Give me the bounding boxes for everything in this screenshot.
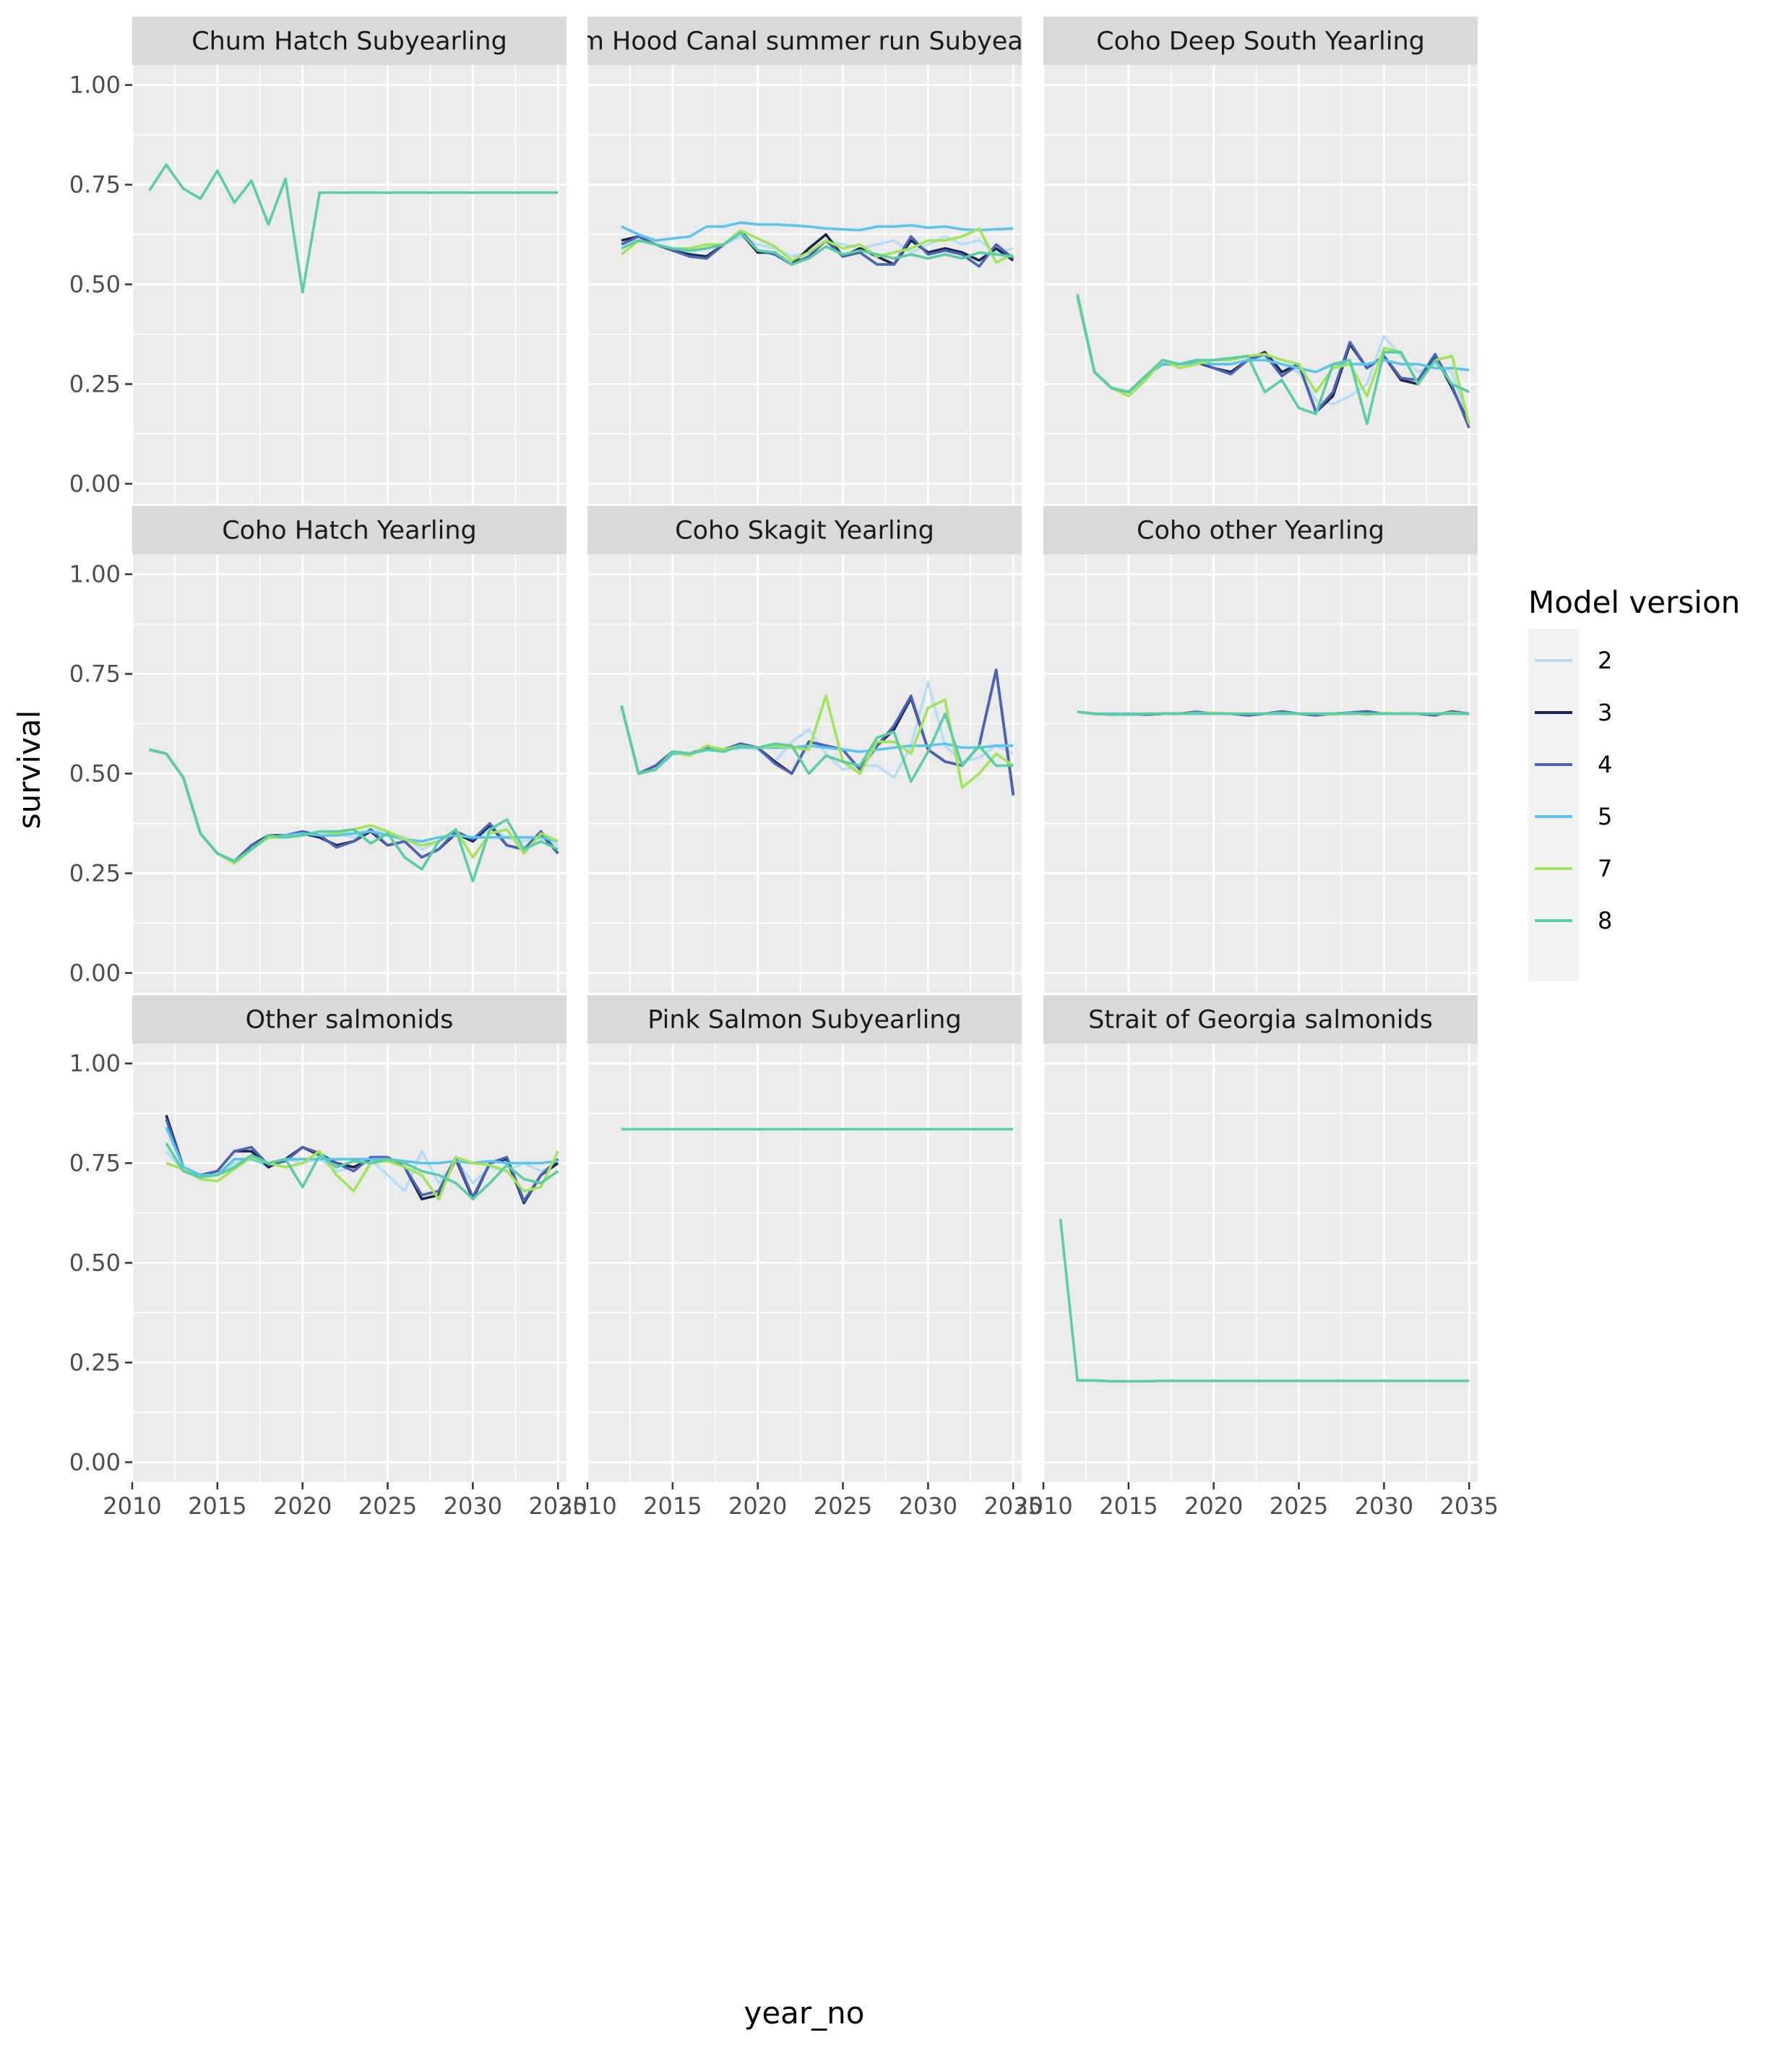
facet-panel: Other salmonids 0.00 0.25 0.50 0.75 1.00 2010 2…: [69, 995, 587, 1520]
series-line-4: [621, 229, 1015, 268]
legend-keys: 2 3 4 5 7 8: [1528, 629, 1612, 981]
series-line-8: [1076, 293, 1470, 426]
x-tick-label: 2025: [1270, 1492, 1328, 1520]
facet-strip: [1043, 506, 1478, 554]
panels-layer: Chum Hatch Subyearling 0.00 0.25 0.50 0.75 1.…: [69, 17, 1499, 1520]
legend-key-background: [1528, 629, 1579, 981]
facet-title: Coho other Yearling: [1137, 517, 1384, 546]
facet-title: Other salmonids: [246, 1006, 454, 1035]
x-tick-label: 2010: [103, 1492, 161, 1520]
facet-strip: [132, 506, 567, 554]
facet-panel: Pink Salmon Subyearling 2010 2015 2020 2025 2…: [558, 995, 1043, 1520]
legend-label-7: 7: [1598, 855, 1612, 882]
x-tick-label: 2030: [899, 1492, 957, 1520]
x-tick-label: 2010: [558, 1492, 616, 1520]
series-line-7: [620, 694, 1015, 789]
x-tick-label: 2025: [358, 1492, 417, 1520]
legend-title: Model version: [1528, 585, 1740, 620]
facet-title: Chum Hood Canal summer run Subyearling: [530, 27, 1080, 56]
x-tick-label: 2035: [983, 1492, 1042, 1520]
y-tick-label: 0.25: [69, 1348, 121, 1376]
y-tick-label: 0.00: [69, 470, 121, 497]
legend: Model version 2 3 4 5 7 8: [1528, 585, 1740, 981]
series-line-7: [165, 1150, 559, 1200]
facet-panel: Chum Hatch Subyearling 0.00 0.25 0.50 0.75 1.…: [69, 17, 567, 504]
facet-panel: Coho Hatch Yearling 0.00 0.25 0.50 0.75 1.00: [69, 506, 567, 993]
y-tick-label: 0.00: [69, 1448, 121, 1476]
facet-panel: Coho other Yearling: [1042, 506, 1478, 993]
facet-strip: [1043, 17, 1478, 65]
x-tick-label: 2015: [643, 1492, 702, 1520]
y-tick-label: 0.25: [69, 859, 121, 887]
facet-panel: Coho Skagit Yearling: [586, 506, 1022, 993]
series-line-3: [621, 231, 1015, 266]
y-tick-label: 1.00: [69, 72, 121, 99]
y-tick-label: 1.00: [69, 561, 121, 588]
x-tick-label: 2035: [528, 1492, 587, 1520]
facet-title: Strait of Georgia salmonids: [1088, 1006, 1433, 1035]
y-tick-label: 0.00: [69, 959, 121, 986]
series-line-8: [148, 163, 559, 294]
series-line-8: [1077, 710, 1470, 716]
x-tick-label: 2030: [444, 1492, 502, 1520]
y-tick-label: 0.75: [69, 661, 121, 688]
facet-strip: [132, 17, 567, 65]
facet-strip: [587, 995, 1022, 1044]
series-line-8: [620, 705, 1014, 783]
series-line-8: [165, 1143, 559, 1200]
series-line-7: [620, 227, 1014, 264]
facet-title: Coho Deep South Yearling: [1096, 27, 1425, 56]
x-tick-label: 2035: [1439, 1492, 1498, 1520]
facet-title: Chum Hatch Subyearling: [191, 27, 507, 56]
facet-strip: [587, 506, 1022, 554]
legend-label-2: 2: [1598, 647, 1612, 674]
facet-strip: [132, 995, 567, 1044]
facet-strip: [1043, 995, 1478, 1044]
legend-label-5: 5: [1598, 803, 1612, 830]
facet-title: Pink Salmon Subyearling: [647, 1006, 961, 1035]
legend-label-8: 8: [1598, 907, 1612, 934]
y-tick-label: 0.50: [69, 1249, 121, 1277]
series-line-8: [1059, 1218, 1470, 1383]
x-tick-label: 2020: [728, 1492, 787, 1520]
facet-title: Coho Skagit Yearling: [675, 517, 934, 546]
series-line-8: [149, 748, 559, 883]
y-tick-label: 0.75: [69, 1150, 121, 1177]
facet-panel: Strait of Georgia salmonids 2010 2015 2020 2…: [1014, 995, 1499, 1520]
x-axis-title: year_no: [744, 1995, 864, 2031]
y-tick-label: 0.75: [69, 171, 121, 199]
facet-panel: Coho Deep South Yearling: [1042, 17, 1478, 504]
facet-panel: Chum Hood Canal summer run Subyearling: [530, 17, 1080, 504]
series-line-5: [165, 1127, 559, 1176]
y-tick-label: 0.50: [69, 271, 121, 298]
y-axis-title: survival: [12, 710, 47, 830]
x-tick-label: 2015: [188, 1492, 246, 1520]
facet-strip: [587, 17, 1022, 65]
legend-label-4: 4: [1598, 751, 1612, 778]
x-tick-label: 2025: [814, 1492, 872, 1520]
series-line-8: [621, 231, 1014, 266]
x-tick-label: 2015: [1099, 1492, 1158, 1520]
facet-title: Coho Hatch Yearling: [222, 517, 477, 546]
x-tick-label: 2010: [1014, 1492, 1072, 1520]
y-tick-label: 1.00: [69, 1050, 121, 1077]
y-tick-label: 0.25: [69, 370, 121, 397]
x-tick-label: 2030: [1355, 1492, 1413, 1520]
y-tick-label: 0.50: [69, 760, 121, 788]
series-line-5: [621, 221, 1014, 242]
legend-label-3: 3: [1598, 699, 1612, 726]
x-tick-label: 2020: [273, 1492, 332, 1520]
x-tick-label: 2020: [1184, 1492, 1243, 1520]
